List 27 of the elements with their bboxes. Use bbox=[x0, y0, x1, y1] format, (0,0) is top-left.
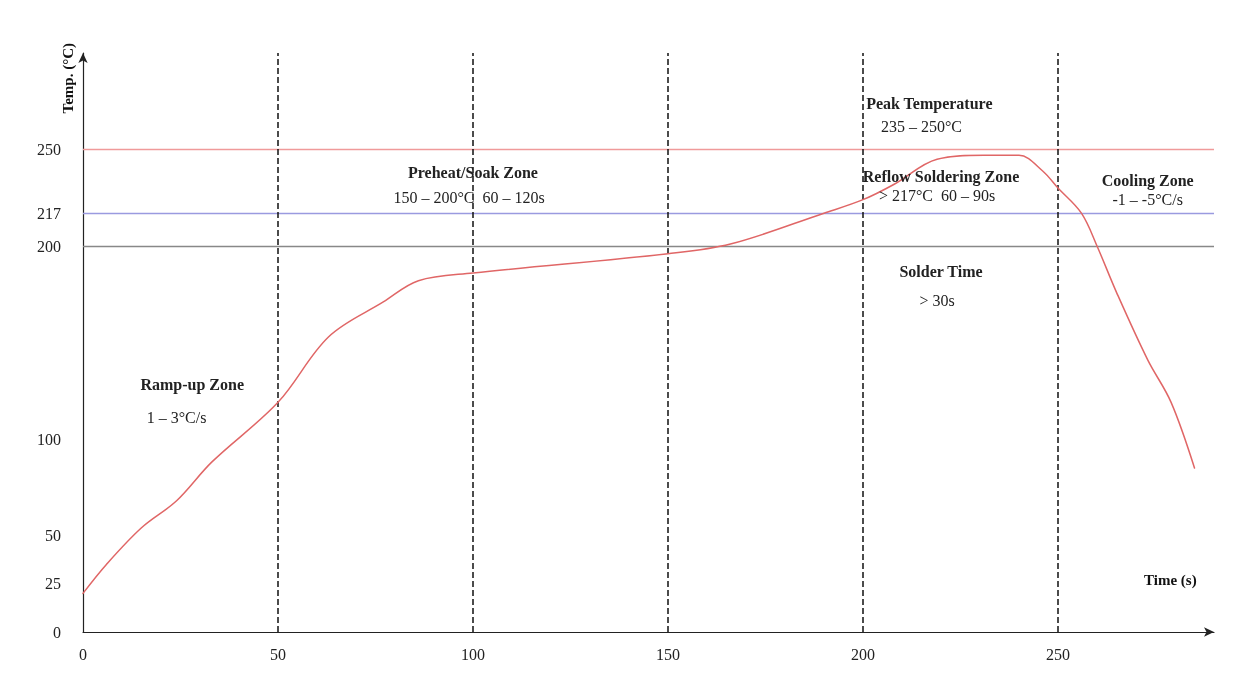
x-axis-title: Time (s) bbox=[1144, 571, 1197, 589]
annotation: Ramp-up Zone bbox=[140, 376, 244, 395]
y-tick-label: 50 bbox=[45, 527, 61, 544]
y-tick-label: 200 bbox=[37, 237, 61, 255]
y-tick-label: 100 bbox=[37, 430, 61, 448]
x-tick-label: 150 bbox=[656, 645, 680, 663]
annotation: Peak Temperature bbox=[866, 94, 993, 113]
y-tick-label: 217 bbox=[37, 204, 61, 222]
annotation: > 217°C 60 – 90s bbox=[878, 187, 996, 205]
x-tick-label: 0 bbox=[79, 645, 87, 663]
annotation: 150 – 200°C 60 – 120s bbox=[393, 189, 545, 207]
line-series bbox=[82, 154, 1196, 595]
annotation: Preheat/Soak Zone bbox=[408, 164, 538, 182]
annotation: 235 – 250°C bbox=[880, 117, 963, 135]
x-tick-label: 100 bbox=[461, 645, 485, 663]
x-tick-label: 250 bbox=[1046, 645, 1070, 663]
annotation: 1 – 3°C/s bbox=[146, 409, 207, 427]
annotation: Cooling Zone bbox=[1101, 171, 1194, 190]
x-tick-label: 50 bbox=[270, 645, 286, 663]
x-tick-label: 200 bbox=[851, 645, 875, 663]
annotation: > 30s bbox=[919, 291, 955, 309]
y-axis-title: Temp. (°C) bbox=[59, 43, 77, 114]
y-tick-label: 25 bbox=[45, 575, 61, 593]
annotation: -1 – -5°C/s bbox=[1112, 191, 1183, 209]
y-tick-label: 250 bbox=[37, 141, 61, 158]
y-tick-label: 0 bbox=[53, 623, 61, 641]
annotation: Solder Time bbox=[899, 262, 983, 280]
